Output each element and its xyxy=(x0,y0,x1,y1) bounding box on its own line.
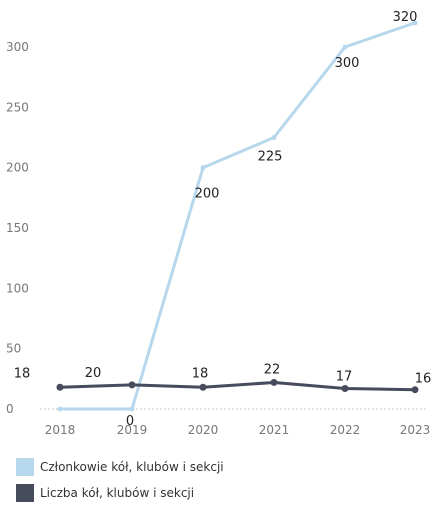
y-tick-label: 100 xyxy=(6,281,29,295)
legend-swatch-count xyxy=(16,484,34,502)
data-point-members xyxy=(129,406,135,412)
data-point-members xyxy=(57,406,63,412)
legend-label-members: Członkowie kół, klubów i sekcji xyxy=(40,460,224,474)
data-point-members xyxy=(200,165,206,171)
x-tick-label: 2023 xyxy=(400,423,431,437)
data-label-count: 17 xyxy=(336,369,353,384)
data-label-members: 200 xyxy=(195,187,220,202)
legend-item-count: Liczba kół, klubów i sekcji xyxy=(16,482,224,504)
data-label-members: 320 xyxy=(393,10,418,25)
data-label-count: 18 xyxy=(192,366,209,381)
data-point-count xyxy=(128,381,136,389)
y-tick-label: 150 xyxy=(6,221,29,235)
data-point-members xyxy=(412,20,418,26)
data-point-count xyxy=(411,386,419,394)
y-tick-label: 200 xyxy=(6,161,29,175)
legend-swatch-members xyxy=(16,458,34,476)
chart-area: 0 50 100 150 200 250 300 2018 2019 2020 2021 2022 20… xyxy=(6,10,432,437)
data-label-count: 18 xyxy=(14,366,31,381)
y-tick-label: 300 xyxy=(6,40,29,54)
x-tick-label: 2021 xyxy=(259,423,290,437)
data-label-members: 0 xyxy=(126,414,134,429)
data-label-count: 22 xyxy=(264,362,281,377)
y-tick-label: 50 xyxy=(6,342,21,356)
y-tick-label: 0 xyxy=(6,402,14,416)
data-label-count: 16 xyxy=(415,372,432,387)
legend: Członkowie kół, klubów i sekcji Liczba k… xyxy=(16,456,224,508)
x-tick-label: 2018 xyxy=(45,423,76,437)
x-tick-label: 2020 xyxy=(188,423,219,437)
y-tick-label: 250 xyxy=(6,100,29,114)
data-point-members xyxy=(342,44,348,50)
data-label-members: 225 xyxy=(258,150,283,165)
x-tick-label: 2022 xyxy=(330,423,361,437)
legend-label-count: Liczba kół, klubów i sekcji xyxy=(40,486,195,500)
series-line-count xyxy=(59,380,416,392)
legend-item-members: Członkowie kół, klubów i sekcji xyxy=(16,456,224,478)
data-point-members xyxy=(271,135,277,140)
data-point-count xyxy=(56,383,64,391)
data-label-members: 300 xyxy=(335,56,360,71)
data-label-count: 20 xyxy=(85,366,102,381)
data-point-count xyxy=(270,378,278,386)
data-point-count xyxy=(341,384,349,392)
series-line-members xyxy=(60,21,416,411)
x-tick-label: 2019 xyxy=(117,423,148,437)
data-point-count xyxy=(199,383,207,391)
